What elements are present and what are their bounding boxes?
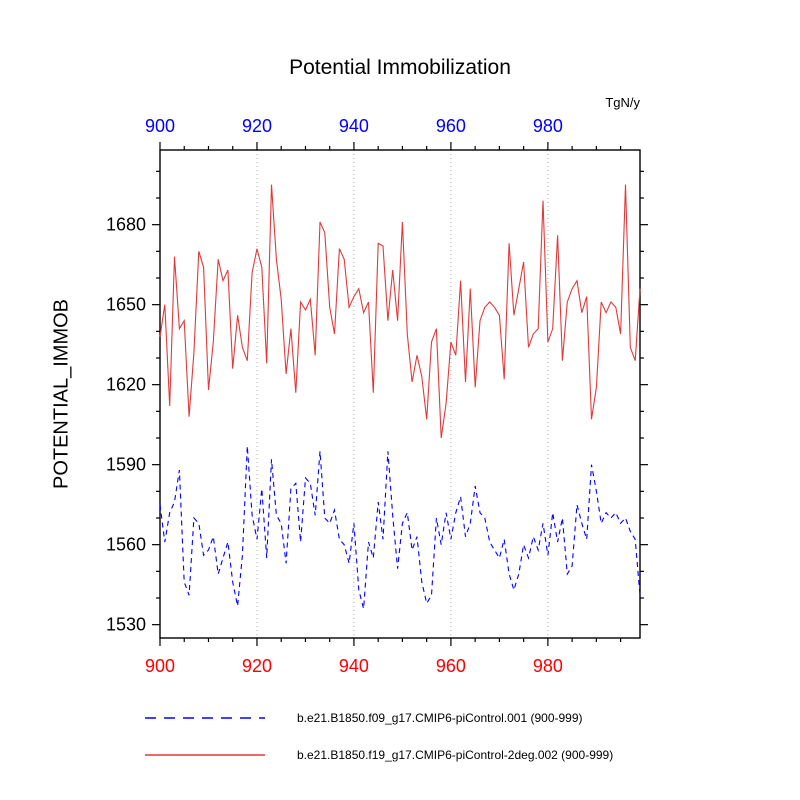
- legend-solid-line-sample: [145, 754, 265, 756]
- svg-text:940: 940: [339, 116, 369, 136]
- top-axis-labels: 900 920 940 960 980: [145, 116, 563, 136]
- bottom-axis-labels: 900 920 940 960 980: [145, 656, 563, 676]
- svg-text:1620: 1620: [106, 375, 146, 395]
- svg-text:920: 920: [242, 656, 272, 676]
- svg-text:980: 980: [533, 116, 563, 136]
- svg-text:1650: 1650: [106, 295, 146, 315]
- svg-text:940: 940: [339, 656, 369, 676]
- svg-text:1680: 1680: [106, 215, 146, 235]
- svg-text:1530: 1530: [106, 615, 146, 635]
- svg-text:960: 960: [436, 656, 466, 676]
- plot-frame: [159, 149, 641, 639]
- axis-ticks: [152, 142, 648, 646]
- legend-item-picontrol-2deg-002: b.e21.B1850.f19_g17.CMIP6-piControl-2deg…: [145, 748, 613, 762]
- svg-text:980: 980: [533, 656, 563, 676]
- x-gridlines: [256, 150, 549, 638]
- legend-label: b.e21.B1850.f09_g17.CMIP6-piControl.001 …: [297, 711, 583, 725]
- legend-label: b.e21.B1850.f19_g17.CMIP6-piControl-2deg…: [297, 748, 614, 762]
- series-line-0: [159, 445, 641, 609]
- svg-text:900: 900: [145, 116, 175, 136]
- series-line-1: [159, 184, 641, 439]
- legend-dashed-line-sample: [145, 717, 265, 719]
- chart-title: Potential Immobilization: [289, 56, 511, 79]
- legend-item-picontrol-001: b.e21.B1850.f09_g17.CMIP6-piControl.001 …: [145, 711, 583, 725]
- svg-text:1560: 1560: [106, 535, 146, 555]
- svg-text:960: 960: [436, 116, 466, 136]
- svg-text:920: 920: [242, 116, 272, 136]
- y-axis-labels: 1530 1560 1590 1620 1650 1680: [106, 215, 146, 635]
- svg-text:1590: 1590: [106, 455, 146, 475]
- units-label: TgN/y: [605, 95, 640, 110]
- svg-text:900: 900: [145, 656, 175, 676]
